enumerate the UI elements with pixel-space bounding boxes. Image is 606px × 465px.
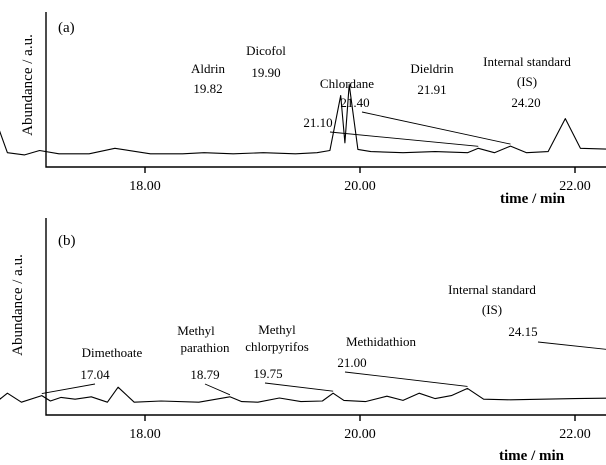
panel-a-x-tick-label: 22.00 <box>559 179 591 194</box>
panel-b-peak-leader-line <box>264 382 334 392</box>
panel-a-x-tick-label: 18.00 <box>129 179 161 194</box>
panel-b-retention-time: 17.04 <box>80 367 110 382</box>
panel-b-x-tick-label: 20.00 <box>344 427 376 442</box>
panel-b-peak-name-line2: parathion <box>180 340 230 355</box>
panel-a-retention-time: 21.40 <box>340 95 369 110</box>
panel-b-retention-time: 24.15 <box>508 324 537 339</box>
panel-a-retention-time: 21.91 <box>417 82 446 97</box>
panel-b-peak-name: Internal standard <box>448 282 536 297</box>
panel-b-peak-leader-line <box>537 341 606 350</box>
panel-b-peak-leader-line <box>204 383 231 396</box>
panel-b-peak-name: Methyl <box>177 323 215 338</box>
panel-a-peak-leader-line <box>361 111 511 145</box>
panel-b-retention-time: 19.75 <box>253 366 282 381</box>
panel-a-peak-name-line2: (IS) <box>517 74 537 89</box>
panel-a-annotations: Aldrin 19.82 Dicofol 19.90 21.10 Chlordane 21.… <box>191 43 571 147</box>
panel-a-peak-name: Aldrin <box>191 61 225 76</box>
panel-a-label: (a) <box>58 20 75 36</box>
panel-b-x-ticks: 18.00 20.00 22.00 <box>129 415 591 442</box>
panel-b-peak-name-line2: chlorpyrifos <box>245 339 309 354</box>
panel-a-retention-time: 19.90 <box>251 65 280 80</box>
panel-b-peak-leader-line <box>344 371 468 387</box>
panel-b-y-axis-label: Abundance / a.u. <box>10 254 26 356</box>
panel-b-retention-time: 18.79 <box>190 367 219 382</box>
panel-b-peak-name: Methidathion <box>346 334 417 349</box>
panel-b-trace <box>0 386 606 403</box>
panel-b-peak-name: Methyl <box>258 322 296 337</box>
panel-a-chromatogram-line <box>0 83 606 156</box>
panel-a-x-axis <box>45 12 606 168</box>
panel-a-x-ticks: 18.00 20.00 22.00 <box>129 167 591 194</box>
panel-a-peak-name: Chlordane <box>320 76 374 91</box>
panel-b-x-axis-label: time / min <box>499 448 565 464</box>
panel-a-retention-time: 19.82 <box>193 81 222 96</box>
panel-b-retention-time: 21.00 <box>337 355 366 370</box>
panel-a-y-axis-label: Abundance / a.u. <box>20 34 36 136</box>
panel-b-chromatogram-line <box>0 386 606 403</box>
panel-a-peak-name: Dieldrin <box>410 61 454 76</box>
panel-a-retention-time: 21.10 <box>303 115 332 130</box>
panel-b-peak-leader-line <box>41 383 96 395</box>
panel-a-peak-leader-line <box>329 131 479 147</box>
panel-a-retention-time: 24.20 <box>511 95 540 110</box>
panel-a-x-tick-label: 20.00 <box>344 179 376 194</box>
panel-b-peak-name: Dimethoate <box>82 345 143 360</box>
panel-b-peak-name-line2: (IS) <box>482 302 502 317</box>
panel-b-annotations: Dimethoate 17.04 Methyl parathion 18.79 Methy… <box>41 282 606 396</box>
panel-a-trace <box>0 83 606 156</box>
panel-a-peak-name: Dicofol <box>246 43 286 58</box>
panel-a-x-axis-label: time / min <box>500 191 566 207</box>
panel-a-peak-name: Internal standard <box>483 54 571 69</box>
panel-a: (a) Abundance / a.u. Aldrin 19.82 Dicofol 1… <box>0 12 606 207</box>
panel-b-label: (b) <box>58 233 76 249</box>
panel-b-x-tick-label: 18.00 <box>129 427 161 442</box>
panel-b-x-axis <box>45 218 606 416</box>
panel-b-x-tick-label: 22.00 <box>559 427 591 442</box>
panel-b: (b) Abundance / a.u. Dimethoate 17.04 Meth… <box>0 218 606 464</box>
